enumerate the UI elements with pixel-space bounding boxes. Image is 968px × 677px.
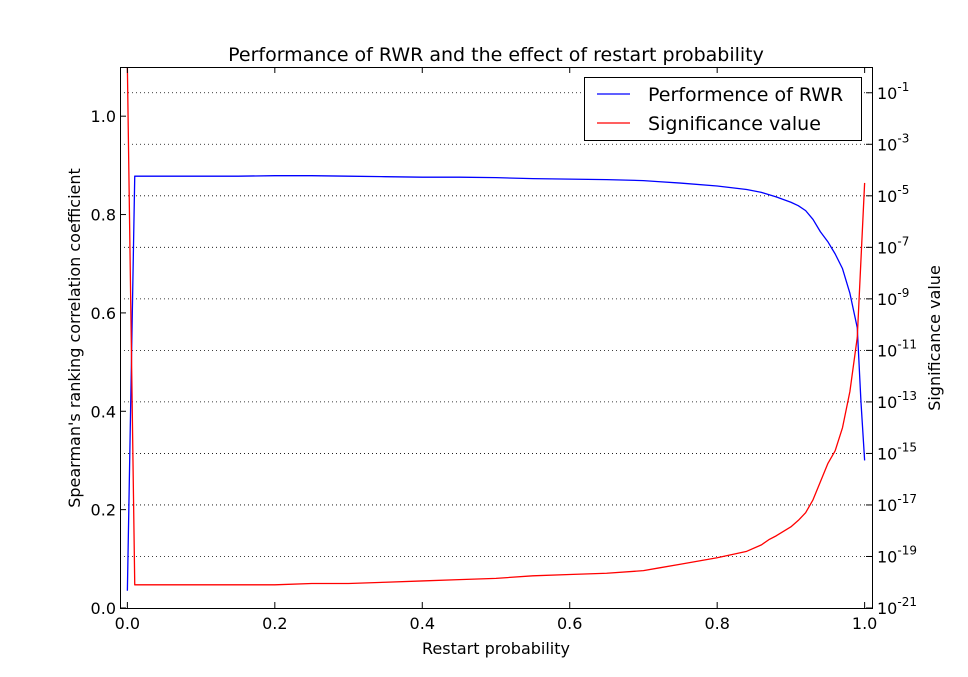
y2-tick-base: 10 xyxy=(877,547,897,566)
y2-tick-base: 10 xyxy=(877,135,897,154)
legend-label-significance: Significance value xyxy=(648,113,821,135)
legend-label-performence: Performence of RWR xyxy=(648,84,843,106)
series-layer xyxy=(126,66,866,591)
plot-frame xyxy=(120,67,873,609)
y2-tick-exponent: -11 xyxy=(897,337,917,351)
legend: Performence of RWR Significance value xyxy=(584,77,862,141)
y2-tick-base: 10 xyxy=(877,84,897,103)
y2-tick-exponent: -15 xyxy=(897,440,917,454)
y-tick-label: 0.8 xyxy=(91,206,116,225)
x-axis-label: Restart probability xyxy=(422,639,570,658)
y-tick-label: 0.0 xyxy=(91,599,116,618)
y2-tick-label: 10-7 xyxy=(877,234,909,257)
y2-tick-exponent: -5 xyxy=(897,183,909,197)
y2-tick-base: 10 xyxy=(877,496,897,515)
y2-tick-label: 10-3 xyxy=(877,131,909,154)
series-line-significance xyxy=(126,66,866,586)
y2-tick-base: 10 xyxy=(877,290,897,309)
chart-title: Performance of RWR and the effect of res… xyxy=(228,44,764,66)
y2-tick-base: 10 xyxy=(877,341,897,360)
y2-tick-label: 10-1 xyxy=(877,80,909,103)
y2-tick-base: 10 xyxy=(877,599,897,618)
y2-tick-exponent: -19 xyxy=(897,543,917,557)
x-tick-label: 1.0 xyxy=(852,614,877,633)
y-tick-label: 1.0 xyxy=(91,107,116,126)
x-tick-label: 0.4 xyxy=(410,614,435,633)
y2-tick-exponent: -7 xyxy=(897,234,909,248)
x-tick-label: 0.6 xyxy=(557,614,582,633)
tick-layer: 10-2110-1910-1710-1510-1310-1110-910-710… xyxy=(91,67,917,633)
y2-tick-exponent: -21 xyxy=(897,595,917,609)
y2-tick-label: 10-19 xyxy=(877,543,917,566)
y2-tick-label: 10-5 xyxy=(877,183,909,206)
x-tick-label: 0.0 xyxy=(115,614,140,633)
series-line-performence xyxy=(126,175,866,591)
y2-tick-label: 10-15 xyxy=(877,440,917,463)
grid-layer xyxy=(120,92,872,557)
y2-tick-label: 10-11 xyxy=(877,337,917,360)
y2-tick-base: 10 xyxy=(877,444,897,463)
y2-tick-exponent: -3 xyxy=(897,131,909,145)
y2-tick-base: 10 xyxy=(877,393,897,412)
x-tick-label: 0.2 xyxy=(262,614,287,633)
y-tick-label: 0.4 xyxy=(91,402,116,421)
y-tick-label: 0.2 xyxy=(91,501,116,520)
y2-tick-label: 10-13 xyxy=(877,389,917,412)
y2-tick-exponent: -13 xyxy=(897,389,917,403)
y-axis-label: Spearman's ranking correlation coefficie… xyxy=(65,168,84,508)
legend-box xyxy=(584,77,862,141)
y2-axis-label: Significance value xyxy=(925,265,944,411)
y2-tick-base: 10 xyxy=(877,238,897,257)
y2-tick-label: 10-9 xyxy=(877,286,909,309)
y-tick-label: 0.6 xyxy=(91,304,116,323)
y2-tick-exponent: -17 xyxy=(897,492,917,506)
y2-tick-base: 10 xyxy=(877,187,897,206)
y2-tick-label: 10-17 xyxy=(877,492,917,515)
y2-tick-exponent: -9 xyxy=(897,286,909,300)
y2-tick-label: 10-21 xyxy=(877,595,917,618)
y2-tick-exponent: -1 xyxy=(897,80,909,94)
x-tick-label: 0.8 xyxy=(704,614,729,633)
